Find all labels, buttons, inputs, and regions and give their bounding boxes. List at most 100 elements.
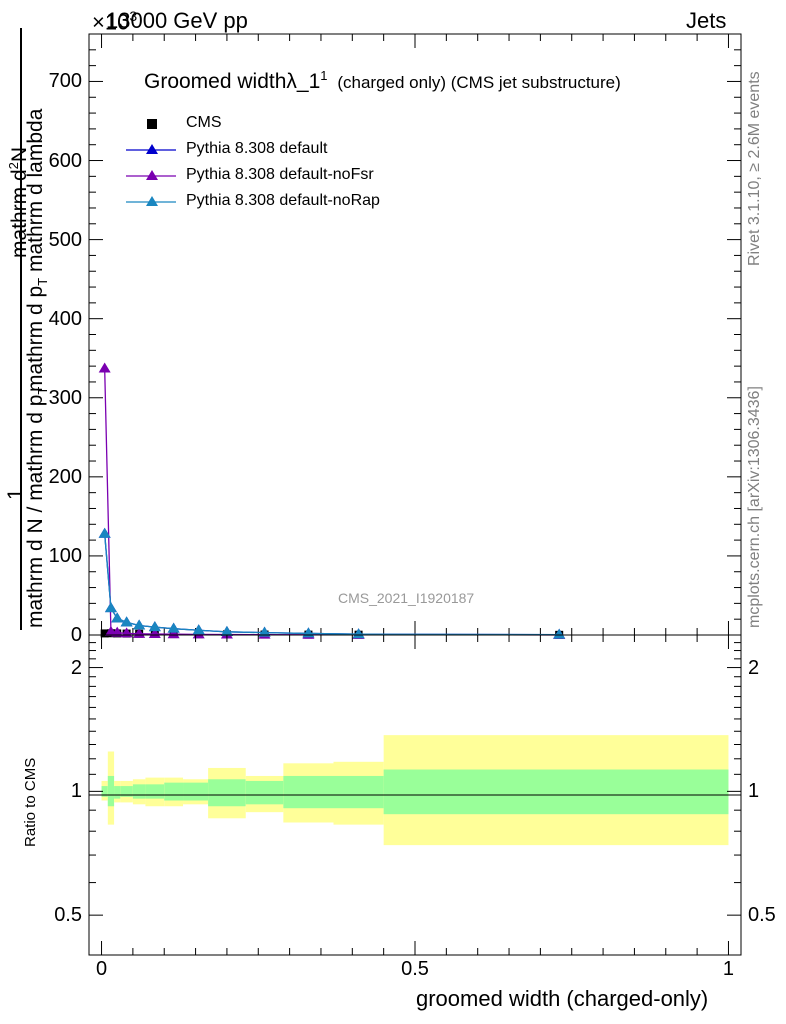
x-tick-label-0.5: 0.5 (401, 958, 429, 980)
cms-data-point (194, 630, 203, 639)
series-marker-1 (104, 602, 117, 613)
ratio-y-tick-label-right-0.5: 0.5 (748, 904, 776, 927)
legend-marker-norap (126, 196, 176, 206)
ratio-outer-band-bin (183, 779, 209, 805)
series-marker-3 (133, 619, 146, 630)
series-marker-2 (352, 628, 365, 639)
ratio-inner-band-bin (383, 769, 729, 815)
ratio-inner-band-bin (208, 779, 246, 807)
legend-entry-nofsr: Pythia 8.308 default-noFsr (126, 165, 426, 189)
cms-data-point (304, 630, 313, 639)
main-y-axis-label-den: mathrm d pT mathrm d lambda (24, 109, 50, 392)
main-y-tick-label-600: 600 (48, 149, 82, 172)
series-marker-2 (133, 627, 146, 638)
analysis-watermark: CMS_2021_I1920187 (338, 590, 475, 606)
main-y-tick-label-100: 100 (48, 544, 82, 567)
legend-label-default: Pythia 8.308 default (186, 140, 328, 157)
legend-entry-cms: CMS (126, 113, 426, 137)
multiplier-base: ×10 (92, 9, 130, 35)
series-marker-2 (167, 628, 180, 639)
cms-data-point (106, 629, 115, 638)
ratio-y-tick-label-left-1: 1 (70, 780, 82, 803)
ratio-outer-band-bin (383, 735, 729, 846)
ratio-inner-band-bin (164, 782, 184, 801)
series-marker-1 (133, 619, 146, 630)
ratio-outer-band-bin (114, 780, 121, 803)
series-marker-2 (553, 628, 566, 639)
ylabel-den2: mathrm d lambda (24, 108, 47, 278)
ratio-y-tick-label-right-2: 2 (748, 656, 760, 679)
main-y-tick-label-500: 500 (48, 228, 82, 251)
legend-marker-default (126, 144, 176, 154)
legend-label-norap: Pythia 8.308 default-noRap (186, 192, 380, 209)
legend-entry-default: Pythia 8.308 default (126, 139, 426, 163)
series-marker-3 (148, 621, 161, 632)
main-y-tick-label-200: 200 (48, 465, 82, 488)
ratio-inner-band-bin (132, 784, 146, 799)
cms-data-point (150, 629, 159, 638)
plot-title-sup: 1 (320, 68, 328, 83)
ratio-inner-band-bin (120, 786, 133, 797)
series-marker-1 (352, 628, 365, 639)
plot-title-main: Groomed width (144, 70, 287, 93)
series-marker-3 (220, 625, 233, 636)
mcplots-label: mcplots.cern.ch [arXiv:1306.3436] (746, 386, 763, 628)
ratio-outer-band-bin (245, 775, 284, 813)
category-label: Jets (686, 8, 727, 33)
series-marker-1 (148, 621, 161, 632)
ratio-outer-band-bin (120, 780, 133, 803)
main-y-tick-label-700: 700 (48, 70, 82, 93)
ratio-y-tick-label-left-2: 2 (70, 656, 82, 679)
series-line-2 (104, 368, 560, 636)
series-marker-2 (302, 628, 315, 639)
main-y-axis-fraction-bar-bottom (20, 390, 22, 630)
plot-title-tail: (charged only) (CMS jet substructure) (337, 73, 621, 92)
ratio-bands-group (101, 735, 729, 846)
ratio-inner-band-bin (101, 786, 108, 797)
ratio-outer-band-bin (208, 767, 246, 819)
ratio-inner-band-bin (183, 782, 209, 801)
ratio-outer-band-bin (132, 779, 146, 805)
series-marker-2 (120, 627, 133, 638)
multiplier-exponent: 3 (129, 8, 138, 24)
legend-marker-nofsr (126, 170, 176, 180)
series-marker-2 (192, 628, 205, 639)
ratio-y-tick-label-right-1: 1 (748, 780, 760, 803)
series-marker-2 (111, 626, 124, 637)
series-line-3 (104, 533, 560, 636)
series-marker-3 (167, 622, 180, 633)
ratio-outer-band-bin (107, 751, 115, 825)
x-tick-label-1: 1 (722, 958, 735, 980)
main-y-tick-label-400: 400 (48, 307, 82, 330)
ratio-outer-band-bin (283, 763, 334, 823)
cms-data-point (169, 630, 178, 639)
legend-marker-cms (147, 119, 157, 129)
cms-data-point (260, 630, 269, 639)
series-marker-1 (553, 628, 566, 639)
ratio-inner-band-bin (145, 784, 165, 799)
ratio-outer-band-bin (101, 780, 108, 801)
series-marker-1 (302, 627, 315, 638)
series-marker-3 (192, 624, 205, 635)
cms-data-point (122, 629, 131, 638)
ylabel-den1: mathrm d p (24, 285, 47, 392)
series-marker-1 (192, 624, 205, 635)
ratio-outer-band-bin (333, 761, 384, 825)
cms-data-point (135, 629, 144, 638)
ylabel-den1-sub: T (35, 277, 51, 286)
series-marker-1 (120, 616, 133, 627)
ratio-inner-band-bin (245, 780, 284, 805)
ratio-outer-band-bin (164, 777, 184, 807)
plot-title-lambda: λ_1 (286, 70, 321, 93)
series-marker-3 (302, 627, 315, 638)
ylabel-num-sup: 2 (6, 162, 21, 170)
main-series-group (98, 362, 566, 639)
series-marker-3 (352, 628, 365, 639)
cms-data-point (100, 629, 109, 638)
energy-label: 13000 GeV pp (106, 8, 248, 33)
ratio-plot-frame (88, 634, 742, 956)
series-marker-3 (120, 616, 133, 627)
ratio-y-axis-label: Ratio to CMS (22, 757, 39, 847)
x-axis-label: groomed width (charged-only) (416, 986, 709, 1011)
cms-data-point (555, 630, 564, 639)
